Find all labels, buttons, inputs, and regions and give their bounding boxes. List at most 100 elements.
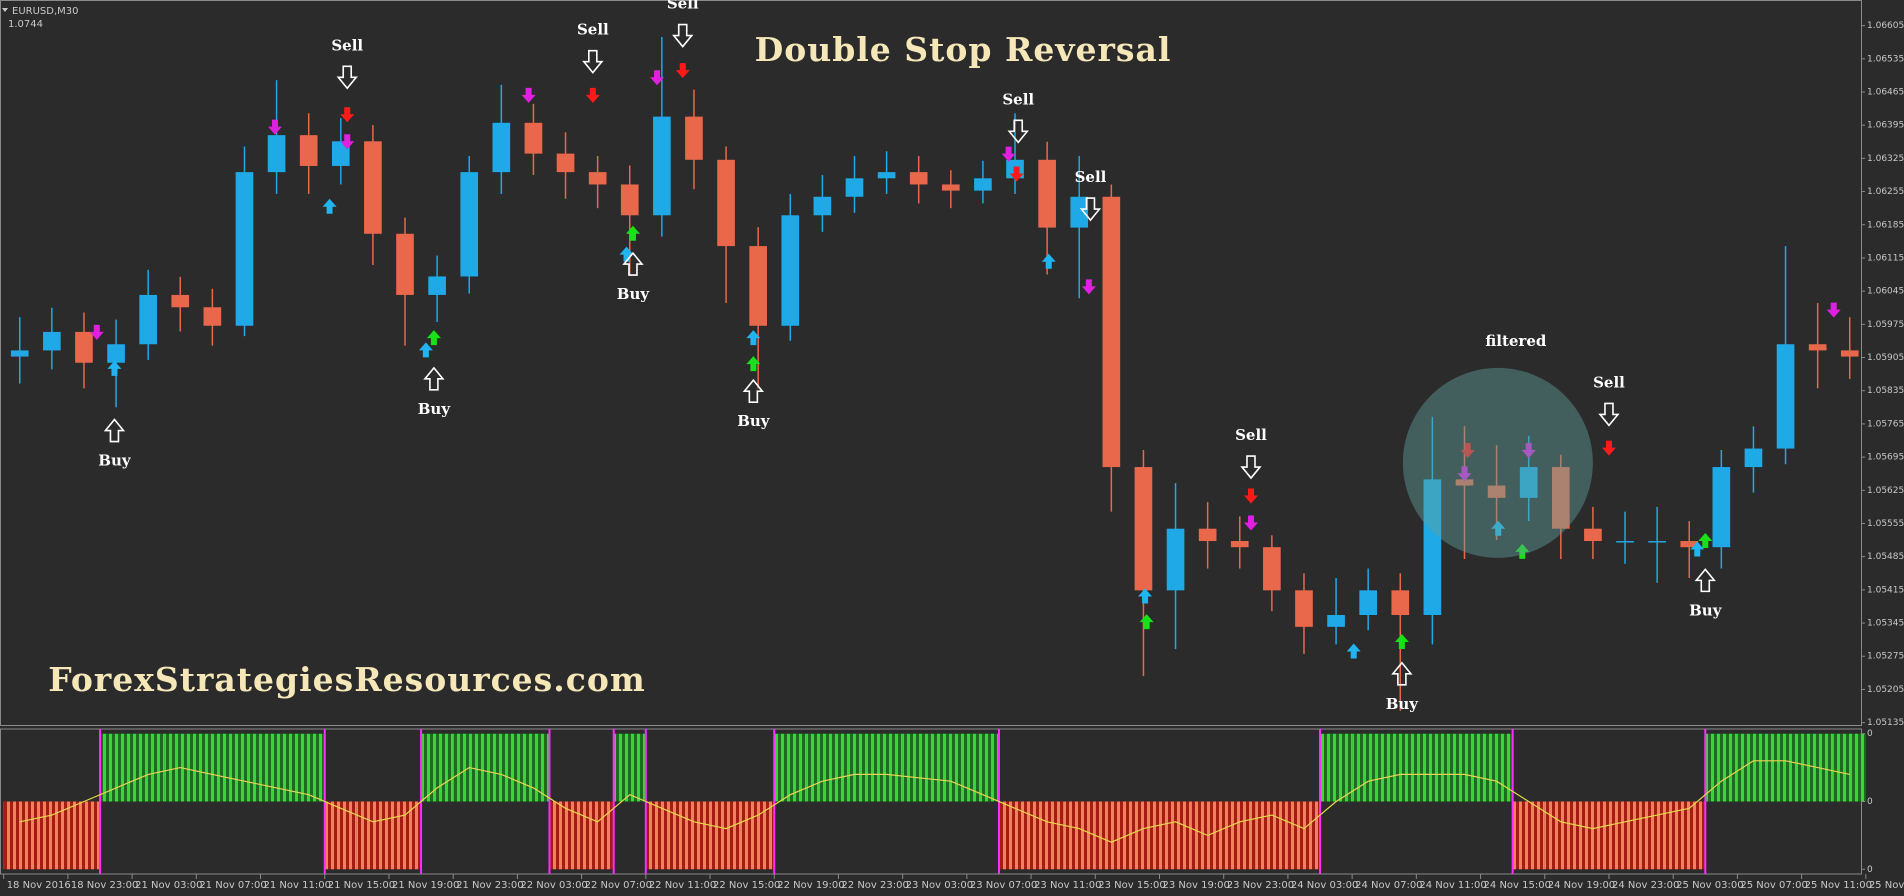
candle-body bbox=[909, 172, 928, 185]
annotation-arrow bbox=[1007, 119, 1029, 144]
y-tick-label: 0 bbox=[1867, 865, 1873, 875]
candle-body bbox=[1519, 467, 1538, 498]
annotation: Sell bbox=[1002, 90, 1034, 108]
annotation: filtered bbox=[1485, 332, 1547, 350]
annotation-arrow bbox=[423, 366, 445, 391]
signal-arrow bbox=[1826, 302, 1841, 318]
x-tick-label: 24 Nov 19:00 bbox=[1548, 880, 1615, 891]
histogram-bar bbox=[710, 801, 743, 870]
signal-arrow bbox=[340, 134, 355, 150]
y-tick-label: 1.06605 bbox=[1867, 21, 1904, 31]
histogram-bar bbox=[517, 733, 550, 802]
candle-body bbox=[1295, 590, 1313, 627]
signal-arrow bbox=[1601, 440, 1616, 456]
histogram-bar bbox=[1031, 801, 1064, 870]
histogram-bar bbox=[1480, 733, 1513, 802]
x-tick-label: 21 Nov 07:00 bbox=[199, 880, 266, 891]
candle-body bbox=[267, 135, 286, 173]
info: 1.0744 bbox=[8, 19, 43, 30]
candle-body bbox=[1391, 590, 1410, 615]
candle-body bbox=[75, 331, 93, 363]
candle-body bbox=[877, 172, 896, 179]
annotation: Buy bbox=[1386, 695, 1420, 713]
histogram-bar bbox=[1448, 733, 1481, 802]
menu-icon bbox=[2, 8, 8, 12]
signal-arrow bbox=[746, 330, 761, 346]
y-tick-label: 1.05555 bbox=[1867, 519, 1904, 529]
x-tick-label: 22 Nov 03:00 bbox=[520, 880, 587, 891]
candle-body bbox=[1166, 528, 1185, 591]
annotation: Sell bbox=[577, 21, 609, 39]
signal-arrow bbox=[585, 87, 600, 103]
candle-body bbox=[10, 350, 29, 357]
y-tick-label: 1.05415 bbox=[1867, 585, 1904, 595]
signal-arrow bbox=[650, 70, 665, 86]
signal-arrow bbox=[1081, 279, 1096, 295]
y-tick-label: 1.06535 bbox=[1867, 54, 1904, 64]
histogram-bar bbox=[1673, 801, 1706, 870]
histogram-bar bbox=[1255, 801, 1288, 870]
annotation-arrow bbox=[336, 65, 358, 90]
annotation-arrow bbox=[622, 251, 644, 276]
histogram-bar bbox=[1576, 801, 1609, 870]
x-tick-label: 18 Nov 23:00 bbox=[71, 880, 138, 891]
annotation-arrow bbox=[1598, 402, 1620, 427]
histogram-bar bbox=[292, 733, 325, 802]
annotation: Buy bbox=[737, 412, 771, 430]
y-tick-label: 0 bbox=[1867, 729, 1873, 739]
x-tick-label: 22 Nov 07:00 bbox=[585, 880, 652, 891]
y-tick-label: 1.05135 bbox=[1867, 718, 1904, 728]
y-tick-label: 1.05205 bbox=[1867, 685, 1904, 695]
histogram-bar bbox=[998, 801, 1032, 870]
signal-arrow bbox=[267, 119, 282, 135]
candle-body bbox=[1487, 485, 1506, 498]
signal-arrow bbox=[1521, 442, 1536, 458]
y-tick-label: 0 bbox=[1867, 797, 1873, 807]
indicator-panel: 0 0 0 bbox=[0, 728, 1873, 875]
candle-body bbox=[364, 141, 382, 234]
histogram-bar bbox=[838, 733, 871, 802]
x-tick-label: 22 Nov 15:00 bbox=[713, 880, 780, 891]
signal-arrow bbox=[89, 324, 104, 340]
x-tick-label: 23 Nov 07:00 bbox=[970, 880, 1037, 891]
signal-arrow bbox=[619, 246, 634, 262]
x-tick-label: 23 Nov 15:00 bbox=[1098, 880, 1165, 891]
candle-body bbox=[1616, 541, 1634, 543]
candle-body bbox=[492, 122, 511, 173]
annotation: Buy bbox=[617, 285, 651, 303]
y-tick-label: 1.06115 bbox=[1867, 253, 1904, 263]
x-tick-label: 25 Nov 15:00 bbox=[1869, 880, 1904, 891]
annotation: Sell bbox=[1593, 373, 1625, 391]
candle-body bbox=[235, 172, 254, 326]
candle-body bbox=[1102, 196, 1121, 468]
candle-body bbox=[299, 135, 318, 166]
histogram-bar bbox=[1287, 801, 1321, 870]
histogram-bar bbox=[1544, 801, 1577, 870]
y-tick-label: 1.06465 bbox=[1867, 87, 1904, 97]
annotation-arrow bbox=[672, 23, 694, 48]
x-tick-label: 21 Nov 15:00 bbox=[328, 880, 395, 891]
chart-title: Double Stop Reversal bbox=[755, 30, 1172, 69]
signal-arrow bbox=[1394, 634, 1409, 650]
signal-arrow bbox=[1698, 533, 1713, 549]
candle-body bbox=[1808, 344, 1827, 351]
y-tick-label: 1.06185 bbox=[1867, 220, 1904, 230]
candle-body bbox=[685, 116, 703, 160]
y-tick-label: 1.05695 bbox=[1867, 453, 1904, 463]
signal-arrow bbox=[1457, 466, 1472, 482]
candle-body bbox=[171, 294, 190, 308]
candle-body bbox=[524, 122, 543, 154]
candle-body bbox=[620, 184, 639, 216]
histogram-bar bbox=[966, 733, 999, 802]
x-tick-label: 23 Nov 23:00 bbox=[1227, 880, 1294, 891]
signal-arrow bbox=[1346, 643, 1361, 659]
histogram-bar bbox=[774, 733, 807, 802]
candle-body bbox=[1776, 344, 1795, 449]
signal-arrow bbox=[1243, 488, 1258, 504]
histogram-bar bbox=[421, 733, 454, 802]
x-tick-label: 21 Nov 19:00 bbox=[392, 880, 459, 891]
histogram-bar bbox=[35, 801, 68, 870]
x-tick-label: 23 Nov 19:00 bbox=[1162, 880, 1229, 891]
histogram-bar bbox=[228, 733, 261, 802]
annotation: Sell bbox=[1075, 168, 1107, 186]
